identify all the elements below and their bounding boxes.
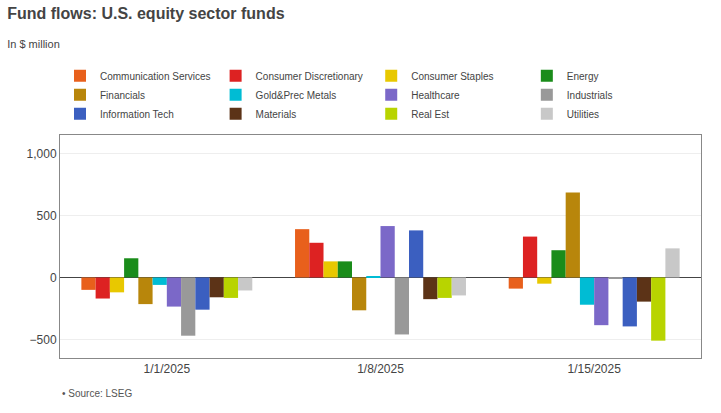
- svg-text:Utilities: Utilities: [567, 109, 599, 120]
- svg-text:Communication Services: Communication Services: [100, 71, 211, 82]
- svg-text:Consumer Discretionary: Consumer Discretionary: [256, 71, 363, 82]
- svg-text:−500: −500: [30, 333, 57, 347]
- svg-text:1/15/2025: 1/15/2025: [567, 362, 621, 376]
- svg-text:Consumer Staples: Consumer Staples: [411, 71, 493, 82]
- svg-text:0: 0: [50, 271, 57, 285]
- svg-text:Information Tech: Information Tech: [100, 109, 174, 120]
- svg-text:Gold&Prec Metals: Gold&Prec Metals: [256, 90, 337, 101]
- svg-text:• Source: LSEG: • Source: LSEG: [62, 388, 132, 399]
- svg-text:Financials: Financials: [100, 90, 145, 101]
- svg-text:500: 500: [37, 209, 57, 223]
- svg-text:1/1/2025: 1/1/2025: [143, 362, 190, 376]
- svg-text:Healthcare: Healthcare: [411, 90, 460, 101]
- svg-text:In $ million: In $ million: [7, 38, 60, 50]
- svg-text:Materials: Materials: [256, 109, 297, 120]
- svg-text:Fund flows: U.S. equity sector: Fund flows: U.S. equity sector funds: [7, 5, 284, 22]
- svg-text:Real Est: Real Est: [411, 109, 449, 120]
- svg-text:Energy: Energy: [567, 71, 599, 82]
- svg-text:1,000: 1,000: [27, 147, 57, 161]
- svg-text:Industrials: Industrials: [567, 90, 613, 101]
- svg-text:1/8/2025: 1/8/2025: [357, 362, 404, 376]
